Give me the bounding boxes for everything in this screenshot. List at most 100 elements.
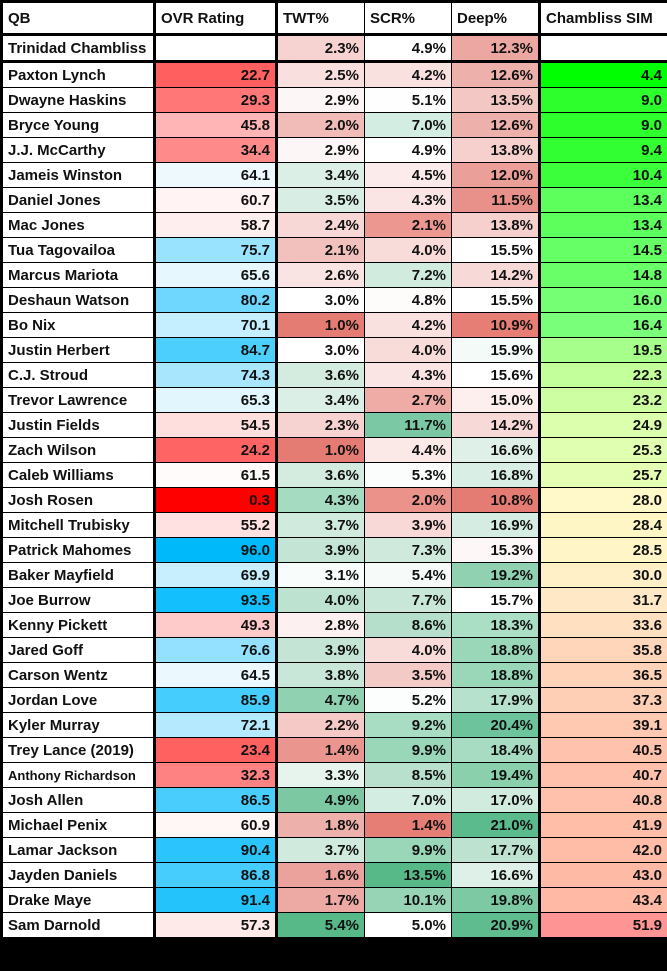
- table-row: J.J. McCarthy 34.4 2.9% 4.9% 13.8% 9.4: [0, 137, 667, 163]
- deep-cell: 15.3%: [451, 537, 541, 563]
- deep-cell: 18.4%: [451, 737, 541, 763]
- table-row: Trevor Lawrence 65.3 3.4% 2.7% 15.0% 23.…: [0, 387, 667, 413]
- ovr-cell: 76.6: [154, 637, 278, 663]
- twt-cell: 3.9%: [276, 637, 365, 663]
- sim-cell: 13.4: [539, 187, 667, 213]
- table-row: Tua Tagovailoa 75.7 2.1% 4.0% 15.5% 14.5: [0, 237, 667, 263]
- ovr-cell: 64.5: [154, 662, 278, 688]
- ovr-cell: 90.4: [154, 837, 278, 863]
- deep-cell: 19.4%: [451, 762, 541, 788]
- table-row: Mitchell Trubisky 55.2 3.7% 3.9% 16.9% 2…: [0, 512, 667, 538]
- scr-cell: 3.5%: [364, 662, 452, 688]
- ovr-cell: 54.5: [154, 412, 278, 438]
- twt-cell: 4.0%: [276, 587, 365, 613]
- deep-cell: 17.9%: [451, 687, 541, 713]
- sim-cell: 25.7: [539, 462, 667, 488]
- deep-cell: 18.3%: [451, 612, 541, 638]
- qb-name: Kyler Murray: [0, 712, 156, 738]
- table-row: Trey Lance (2019) 23.4 1.4% 9.9% 18.4% 4…: [0, 737, 667, 763]
- deep-cell: 15.0%: [451, 387, 541, 413]
- sim-cell: 14.8: [539, 262, 667, 288]
- sim-cell: 40.5: [539, 737, 667, 763]
- qb-name: Daniel Jones: [0, 187, 156, 213]
- scr-cell: 5.4%: [364, 562, 452, 588]
- twt-cell: 3.4%: [276, 387, 365, 413]
- twt-cell: 2.1%: [276, 237, 365, 263]
- table-row: Deshaun Watson 80.2 3.0% 4.8% 15.5% 16.0: [0, 287, 667, 313]
- scr-cell: 4.3%: [364, 187, 452, 213]
- table-row: Zach Wilson 24.2 1.0% 4.4% 16.6% 25.3: [0, 437, 667, 463]
- deep-cell: 20.9%: [451, 912, 541, 938]
- twt-cell: 3.0%: [276, 287, 365, 313]
- ovr-cell: 60.9: [154, 812, 278, 838]
- deep-cell: 12.6%: [451, 61, 541, 88]
- twt-cell: 2.6%: [276, 262, 365, 288]
- sim-cell: 31.7: [539, 587, 667, 613]
- qb-name: Anthony Richardson: [0, 762, 156, 788]
- ovr-cell: 70.1: [154, 312, 278, 338]
- qb-name: Sam Darnold: [0, 912, 156, 938]
- qb-name: Tua Tagovailoa: [0, 237, 156, 263]
- header-scr-pct: SCR%: [364, 0, 452, 36]
- scr-cell: 10.1%: [364, 887, 452, 913]
- scr-cell: 4.5%: [364, 162, 452, 188]
- sim-cell: 28.4: [539, 512, 667, 538]
- qb-name: Justin Herbert: [0, 337, 156, 363]
- sim-cell: 28.5: [539, 537, 667, 563]
- ovr-cell: 91.4: [154, 887, 278, 913]
- deep-cell: 15.6%: [451, 362, 541, 388]
- scr-cell: 11.7%: [364, 412, 452, 438]
- ovr-cell: 57.3: [154, 912, 278, 938]
- scr-cell: 2.0%: [364, 487, 452, 513]
- table-row: C.J. Stroud 74.3 3.6% 4.3% 15.6% 22.3: [0, 362, 667, 388]
- sim-cell: 43.0: [539, 862, 667, 888]
- twt-cell: 2.9%: [276, 137, 365, 163]
- qb-name: Trey Lance (2019): [0, 737, 156, 763]
- table-row: Jayden Daniels 86.8 1.6% 13.5% 16.6% 43.…: [0, 862, 667, 888]
- twt-cell: 3.3%: [276, 762, 365, 788]
- sim-cell: 9.0: [539, 112, 667, 138]
- scr-cell: 9.2%: [364, 712, 452, 738]
- scr-cell: 7.0%: [364, 787, 452, 813]
- scr-cell: 5.3%: [364, 462, 452, 488]
- table-row: Anthony Richardson 32.3 3.3% 8.5% 19.4% …: [0, 762, 667, 788]
- header-twt-pct: TWT%: [276, 0, 365, 36]
- deep-cell: 13.8%: [451, 137, 541, 163]
- sim-cell: 39.1: [539, 712, 667, 738]
- deep-cell: 13.5%: [451, 87, 541, 113]
- deep-cell: 12.6%: [451, 112, 541, 138]
- deep-cell: 12.3%: [451, 34, 541, 63]
- header-qb: QB: [0, 0, 156, 36]
- deep-cell: 10.8%: [451, 487, 541, 513]
- deep-cell: 18.8%: [451, 637, 541, 663]
- table-row: Carson Wentz 64.5 3.8% 3.5% 18.8% 36.5: [0, 662, 667, 688]
- table-row: Marcus Mariota 65.6 2.6% 7.2% 14.2% 14.8: [0, 262, 667, 288]
- ovr-cell: 69.9: [154, 562, 278, 588]
- sim-cell: 40.8: [539, 787, 667, 813]
- twt-cell: 3.4%: [276, 162, 365, 188]
- ovr-cell: 64.1: [154, 162, 278, 188]
- sim-cell: 33.6: [539, 612, 667, 638]
- deep-cell: 21.0%: [451, 812, 541, 838]
- scr-cell: 7.0%: [364, 112, 452, 138]
- sim-cell: 51.9: [539, 912, 667, 938]
- table-row: Bo Nix 70.1 1.0% 4.2% 10.9% 16.4: [0, 312, 667, 338]
- table-row: Sam Darnold 57.3 5.4% 5.0% 20.9% 51.9: [0, 912, 667, 938]
- twt-cell: 3.6%: [276, 362, 365, 388]
- deep-cell: 15.7%: [451, 587, 541, 613]
- table-row: Jordan Love 85.9 4.7% 5.2% 17.9% 37.3: [0, 687, 667, 713]
- sim-cell: 24.9: [539, 412, 667, 438]
- ovr-cell: 72.1: [154, 712, 278, 738]
- twt-cell: 1.0%: [276, 437, 365, 463]
- table-row: Mac Jones 58.7 2.4% 2.1% 13.8% 13.4: [0, 212, 667, 238]
- table-row: Josh Allen 86.5 4.9% 7.0% 17.0% 40.8: [0, 787, 667, 813]
- deep-cell: 16.6%: [451, 862, 541, 888]
- table-row: Dwayne Haskins 29.3 2.9% 5.1% 13.5% 9.0: [0, 87, 667, 113]
- deep-cell: 16.8%: [451, 462, 541, 488]
- scr-cell: 4.2%: [364, 312, 452, 338]
- sim-cell: 30.0: [539, 562, 667, 588]
- deep-cell: 15.9%: [451, 337, 541, 363]
- twt-cell: 3.9%: [276, 537, 365, 563]
- sim-cell: 19.5: [539, 337, 667, 363]
- ovr-cell: 49.3: [154, 612, 278, 638]
